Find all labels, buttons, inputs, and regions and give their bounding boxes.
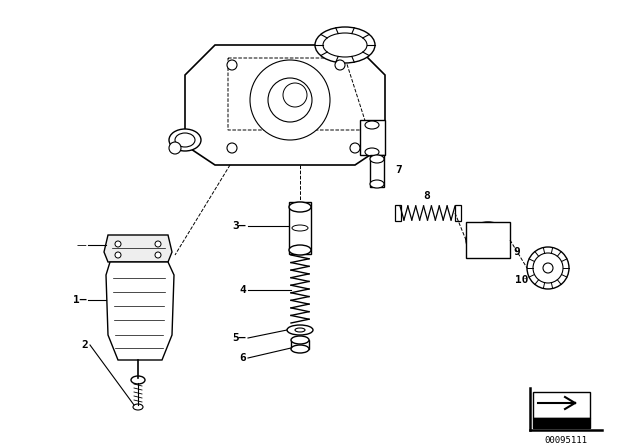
Ellipse shape	[365, 148, 379, 156]
Polygon shape	[185, 45, 385, 165]
Bar	[360, 120, 385, 155]
Text: —: —	[76, 240, 86, 250]
Text: 00095111: 00095111	[545, 435, 588, 444]
Ellipse shape	[295, 328, 305, 332]
Polygon shape	[533, 418, 590, 428]
Bar	[455, 205, 461, 221]
Ellipse shape	[533, 253, 563, 283]
Ellipse shape	[169, 142, 181, 154]
Ellipse shape	[155, 241, 161, 247]
Text: 5–: 5–	[232, 333, 246, 343]
Ellipse shape	[250, 60, 330, 140]
Ellipse shape	[370, 155, 384, 163]
Ellipse shape	[227, 60, 237, 70]
Ellipse shape	[543, 263, 553, 273]
Ellipse shape	[268, 78, 312, 122]
Ellipse shape	[283, 83, 307, 107]
Polygon shape	[104, 235, 172, 262]
Ellipse shape	[291, 336, 309, 344]
Bar	[291, 340, 309, 349]
Ellipse shape	[287, 325, 313, 335]
Text: 8: 8	[424, 191, 430, 201]
Ellipse shape	[169, 129, 201, 151]
Ellipse shape	[365, 121, 379, 129]
Ellipse shape	[292, 225, 308, 231]
Ellipse shape	[133, 404, 143, 410]
Ellipse shape	[289, 202, 311, 212]
Ellipse shape	[335, 60, 345, 70]
Text: 2: 2	[81, 340, 88, 350]
Ellipse shape	[527, 247, 569, 289]
Ellipse shape	[115, 241, 121, 247]
Text: 6: 6	[239, 353, 246, 363]
Text: 1–: 1–	[72, 295, 86, 305]
Ellipse shape	[466, 222, 510, 258]
Ellipse shape	[370, 180, 384, 188]
Text: 7: 7	[395, 165, 402, 175]
Ellipse shape	[155, 252, 161, 258]
Bar	[395, 205, 401, 221]
Text: 9: 9	[513, 247, 520, 257]
Polygon shape	[106, 262, 174, 360]
Ellipse shape	[291, 345, 309, 353]
Text: 4: 4	[239, 285, 246, 295]
Ellipse shape	[227, 143, 237, 153]
Text: 3–: 3–	[232, 221, 246, 231]
Text: 10: 10	[515, 275, 528, 285]
Bar	[289, 202, 311, 254]
Bar	[370, 155, 384, 187]
Ellipse shape	[115, 252, 121, 258]
Bar	[466, 222, 510, 258]
Ellipse shape	[323, 33, 367, 57]
Ellipse shape	[474, 229, 502, 251]
Ellipse shape	[350, 143, 360, 153]
Ellipse shape	[131, 376, 145, 384]
Ellipse shape	[289, 245, 311, 255]
Ellipse shape	[175, 133, 195, 147]
Ellipse shape	[315, 27, 375, 63]
Polygon shape	[533, 392, 590, 418]
